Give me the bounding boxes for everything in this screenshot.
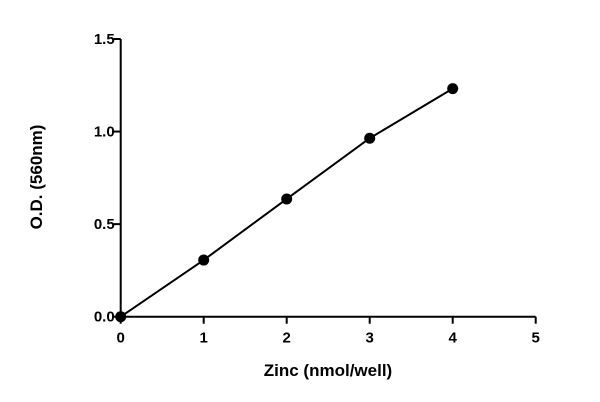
- y-tick-label: 0.0: [94, 309, 115, 326]
- y-tick-label: 1.0: [94, 124, 115, 141]
- axes: [119, 39, 536, 318]
- x-tick-label: 3: [366, 330, 374, 347]
- y-axis-title: O.D. (560nm): [27, 125, 46, 230]
- x-tick-label: 5: [532, 330, 540, 347]
- y-tick-label: 0.5: [94, 216, 115, 233]
- x-tick-label: 2: [283, 330, 291, 347]
- x-tick-label: 0: [117, 330, 125, 347]
- data-point: [447, 83, 459, 95]
- data-point: [281, 193, 293, 205]
- data-point: [115, 311, 127, 323]
- y-tick-label: 1.5: [94, 31, 115, 48]
- x-axis-title: Zinc (nmol/well): [264, 361, 392, 380]
- x-tick-label: 4: [449, 330, 458, 347]
- ticks: 0 1 2 3 4 5 0.0 0.5 1.0 1.5: [94, 31, 540, 347]
- plot-area: [115, 83, 459, 323]
- x-tick-label: 1: [200, 330, 208, 347]
- data-point: [198, 254, 210, 266]
- data-point: [364, 132, 376, 144]
